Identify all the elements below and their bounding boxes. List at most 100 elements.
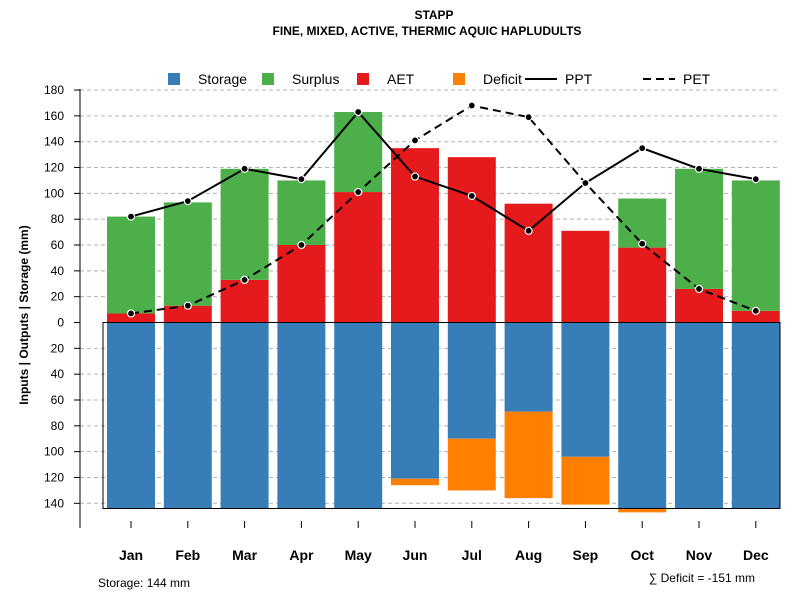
ppt-point: [524, 226, 533, 235]
y-tick-label: 20: [51, 290, 65, 304]
legend-label-deficit: Deficit: [483, 71, 522, 87]
pet-point: [240, 275, 249, 284]
aet-bar: [107, 313, 155, 323]
storage-bar: [334, 322, 383, 509]
surplus-bar: [277, 180, 326, 246]
legend-label-aet: AET: [387, 71, 415, 87]
x-tick-label: Mar: [232, 547, 257, 563]
x-tick-label: Feb: [175, 547, 200, 563]
ppt-point: [467, 191, 476, 201]
y-tick-label: 120: [44, 161, 64, 175]
y-tick-label: 60: [51, 238, 65, 252]
x-tick-label: Sep: [573, 547, 599, 563]
y-axis-label: Inputs | Outputs | Storage (mm): [17, 225, 31, 404]
ppt-point: [410, 172, 420, 181]
legend-label-storage: Storage: [198, 71, 247, 87]
y-tick-label: 60: [51, 393, 65, 407]
pet-point: [297, 240, 306, 250]
ppt-point: [240, 164, 249, 173]
storage-bar: [504, 322, 553, 412]
y-axis: 180 160 140 120 100 80 60 40 20 0 20 40 60 80 100 120 14…: [44, 83, 81, 528]
x-tick-label: May: [345, 547, 372, 563]
storage-note: Storage: 144 mm: [98, 576, 190, 590]
aet-bar: [618, 247, 667, 323]
pet-point: [524, 113, 533, 122]
x-tick-label: Jan: [119, 547, 143, 563]
y-tick-label: 160: [44, 109, 64, 123]
legend-label-pet: PET: [683, 71, 711, 87]
deficit-bar: [391, 478, 439, 486]
pet-line: [130, 104, 757, 315]
aet-bar: [561, 230, 610, 323]
x-tick-label: Apr: [289, 547, 314, 563]
legend-label-ppt: PPT: [565, 71, 593, 87]
pet-point: [183, 301, 192, 310]
pet-point: [354, 187, 363, 197]
pet-point: [751, 306, 760, 315]
y-tick-label: 40: [51, 367, 65, 381]
storage-bar: [220, 322, 269, 509]
aet-bar: [504, 203, 553, 323]
aet-bar: [675, 288, 723, 323]
pet-point: [638, 239, 647, 248]
series-lines: [126, 101, 760, 318]
y-tick-label: 140: [44, 496, 64, 510]
surplus-bar: [163, 202, 212, 306]
ppt-point: [638, 144, 647, 153]
y-tick-label: 100: [44, 445, 64, 459]
deficit-note: ∑ Deficit = -151 mm: [649, 571, 755, 585]
deficit-bar: [447, 438, 496, 491]
storage-bar: [277, 322, 326, 509]
x-tick-label: Dec: [743, 547, 769, 563]
surplus-bar: [618, 198, 667, 248]
aet-bar: [334, 192, 383, 323]
surplus-bar: [220, 168, 269, 280]
aet-bar: [220, 279, 269, 323]
x-tick-label: Nov: [686, 547, 713, 563]
legend-swatch-surplus: [262, 73, 274, 85]
y-tick-label: 40: [51, 264, 65, 278]
ppt-point: [354, 107, 363, 117]
ppt-point: [751, 175, 760, 184]
storage-bar: [447, 322, 496, 439]
y-tick-label: 180: [44, 83, 64, 97]
deficit-bar: [618, 508, 667, 513]
pet-point: [126, 309, 136, 318]
storage-bar: [163, 322, 212, 509]
surplus-bar: [334, 111, 383, 193]
storage-bar: [107, 322, 155, 509]
x-tick-label: Jun: [403, 547, 428, 563]
y-tick-label: 120: [44, 470, 64, 484]
legend-swatch-deficit: [453, 73, 465, 85]
x-axis: Jan Feb Mar Apr May Jun Jul Aug Sep Oct Nov Dec: [119, 521, 769, 563]
storage-bar: [675, 322, 723, 509]
ppt-point: [183, 196, 192, 206]
surplus-bar: [107, 216, 155, 314]
bars: [102, 111, 781, 513]
y-tick-label: 0: [57, 316, 64, 330]
legend-label-surplus: Surplus: [292, 71, 339, 87]
x-tick-label: Aug: [515, 547, 542, 563]
legend: Storage Surplus AET Deficit PPT PET: [168, 71, 711, 87]
aet-bar: [277, 245, 326, 323]
legend-swatch-storage: [168, 73, 180, 85]
y-tick-label: 20: [51, 341, 65, 355]
legend-swatch-aet: [357, 73, 369, 85]
storage-bar: [391, 322, 439, 479]
pet-point: [467, 101, 476, 110]
storage-bar: [618, 322, 667, 509]
chart-title: STAPP: [414, 8, 453, 22]
y-tick-label: 140: [44, 135, 64, 149]
pet-point: [410, 136, 420, 145]
y-tick-label: 80: [51, 212, 65, 226]
deficit-bar: [504, 411, 553, 499]
ppt-line: [130, 110, 756, 233]
x-tick-label: Oct: [631, 547, 655, 563]
x-tick-label: Jul: [462, 547, 482, 563]
pet-point: [694, 284, 704, 294]
surplus-bar: [731, 180, 780, 311]
surplus-bar: [675, 168, 723, 289]
storage-capacity-box: [102, 322, 781, 509]
chart-subtitle: FINE, MIXED, ACTIVE, THERMIC AQUIC HAPLU…: [273, 24, 582, 38]
